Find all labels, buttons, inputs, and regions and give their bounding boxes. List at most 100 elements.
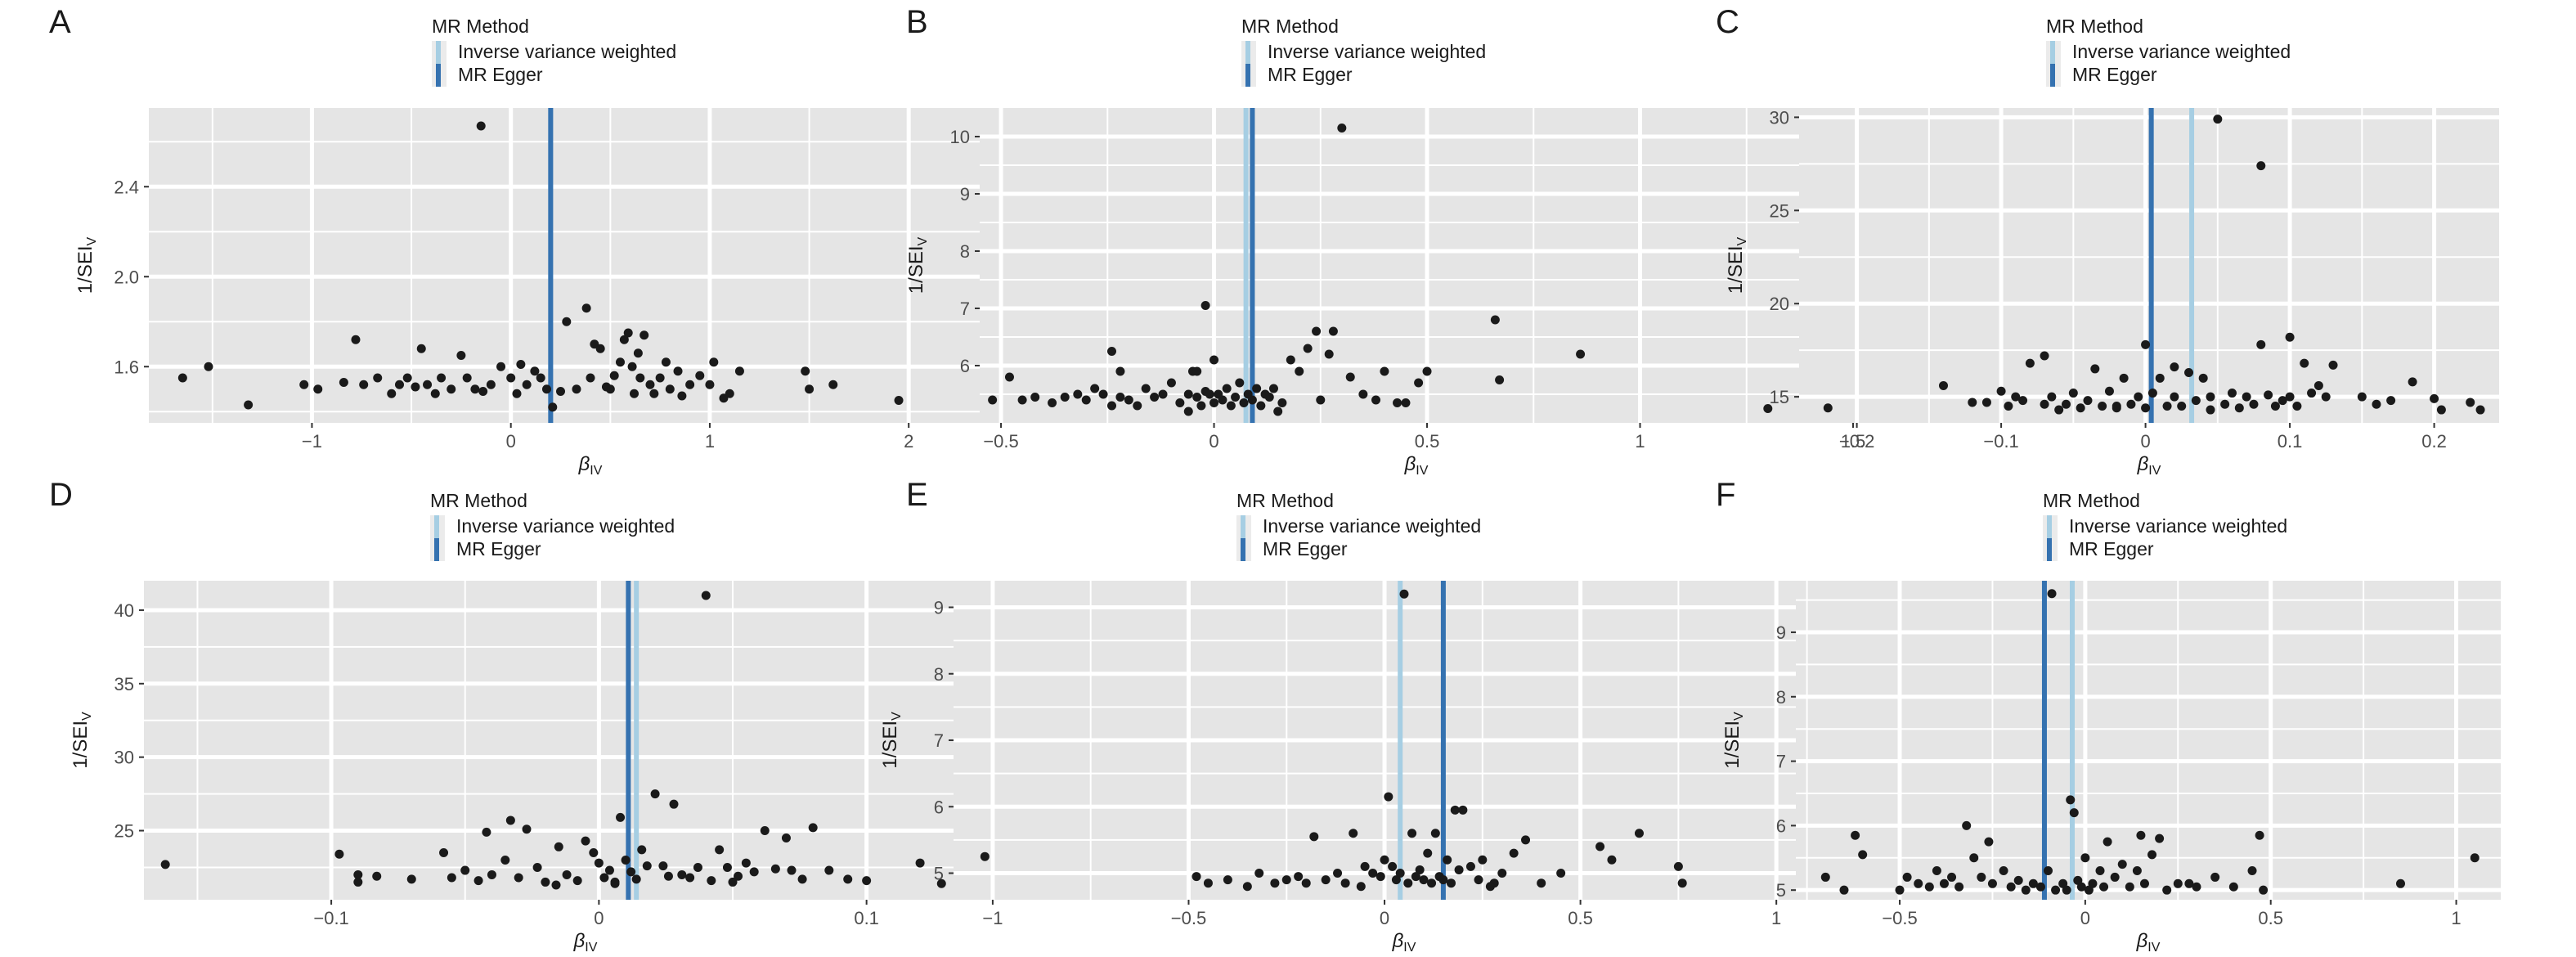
data-point bbox=[1242, 882, 1252, 892]
data-point bbox=[1962, 820, 1972, 830]
x-tick-label: 0.2 bbox=[2421, 431, 2447, 452]
data-point bbox=[2300, 358, 2309, 368]
data-point bbox=[1422, 366, 1432, 376]
data-point bbox=[506, 373, 516, 383]
data-point bbox=[2051, 885, 2061, 895]
data-point bbox=[1303, 344, 1313, 353]
x-tick-label: 0.1 bbox=[2278, 431, 2303, 452]
x-tick-label: 1.5 bbox=[1841, 431, 1866, 452]
data-point bbox=[787, 865, 797, 875]
data-point bbox=[2035, 882, 2045, 892]
data-point bbox=[2110, 872, 2120, 882]
plot-background bbox=[980, 108, 1853, 423]
data-point bbox=[1403, 878, 1413, 888]
x-tick-label: 2 bbox=[904, 431, 913, 452]
data-point bbox=[2162, 885, 2172, 895]
data-point bbox=[2264, 390, 2273, 400]
data-point bbox=[633, 348, 643, 358]
data-point bbox=[1371, 395, 1381, 405]
data-point bbox=[2430, 393, 2439, 403]
data-point bbox=[2256, 339, 2266, 349]
data-point bbox=[1902, 872, 1912, 882]
data-point bbox=[627, 362, 637, 371]
data-point bbox=[615, 357, 625, 367]
x-tick-label: 0 bbox=[506, 431, 516, 452]
legend-key-line bbox=[434, 538, 439, 561]
data-point bbox=[478, 387, 488, 396]
data-point bbox=[1438, 875, 1448, 885]
y-tick-label: 9 bbox=[960, 184, 970, 204]
data-point bbox=[709, 357, 719, 367]
data-point bbox=[1954, 882, 1964, 892]
y-tick-label: 5 bbox=[1776, 880, 1786, 901]
data-point bbox=[1328, 326, 1338, 336]
data-point bbox=[2206, 392, 2215, 402]
data-point bbox=[2466, 398, 2475, 407]
data-point bbox=[1017, 395, 1027, 405]
data-point bbox=[2136, 830, 2146, 840]
data-point bbox=[1427, 878, 1437, 888]
data-point bbox=[1858, 850, 1868, 860]
y-axis-title: 1/SEIV bbox=[1725, 236, 1749, 294]
data-point bbox=[1294, 872, 1304, 882]
data-point bbox=[1340, 878, 1350, 888]
data-point bbox=[1465, 861, 1475, 871]
data-point bbox=[693, 862, 702, 872]
data-point bbox=[1222, 384, 1232, 393]
data-point bbox=[351, 335, 361, 344]
data-point bbox=[2103, 837, 2112, 847]
data-point bbox=[1239, 398, 1249, 407]
data-point bbox=[556, 387, 566, 396]
panel-label: A bbox=[49, 4, 71, 40]
data-point bbox=[663, 871, 673, 881]
data-point bbox=[1281, 875, 1291, 885]
data-point bbox=[2321, 392, 2331, 402]
data-point bbox=[2220, 399, 2230, 409]
data-point bbox=[642, 861, 652, 871]
data-point bbox=[1192, 366, 1202, 376]
x-tick-label: 1 bbox=[1771, 908, 1781, 928]
data-point bbox=[482, 827, 491, 837]
data-point bbox=[1401, 398, 1411, 407]
data-point bbox=[616, 812, 626, 822]
data-point bbox=[359, 380, 369, 389]
y-tick-label: 25 bbox=[1770, 200, 1789, 221]
data-point bbox=[623, 328, 633, 338]
data-point bbox=[462, 373, 472, 383]
x-tick-label: 0 bbox=[1380, 908, 1389, 928]
data-point bbox=[1235, 378, 1245, 388]
data-point bbox=[2177, 401, 2187, 411]
data-point bbox=[715, 845, 725, 855]
data-point bbox=[1247, 395, 1257, 405]
data-point bbox=[2047, 589, 2057, 599]
data-point bbox=[808, 823, 818, 833]
data-point bbox=[2396, 878, 2406, 888]
data-point bbox=[244, 400, 254, 410]
data-point bbox=[160, 860, 170, 869]
data-point bbox=[204, 362, 213, 371]
data-point bbox=[512, 389, 522, 398]
legend-item-label: MR Egger bbox=[1263, 538, 1348, 559]
y-tick-label: 30 bbox=[114, 748, 134, 768]
data-point bbox=[1324, 349, 1334, 359]
legend-item-label: Inverse variance weighted bbox=[1263, 515, 1481, 537]
x-tick-label: −1 bbox=[302, 431, 322, 452]
data-point bbox=[734, 366, 744, 376]
data-point bbox=[685, 380, 695, 389]
data-point bbox=[1183, 389, 1193, 399]
data-point bbox=[1430, 829, 1440, 838]
legend-key-line bbox=[2047, 538, 2052, 561]
data-point bbox=[2213, 115, 2223, 124]
data-point bbox=[988, 395, 998, 405]
data-point bbox=[1321, 875, 1331, 885]
data-point bbox=[447, 873, 456, 883]
data-point bbox=[1209, 355, 1219, 365]
data-point bbox=[1183, 407, 1193, 416]
data-point bbox=[1458, 805, 1468, 815]
data-point bbox=[749, 867, 759, 877]
